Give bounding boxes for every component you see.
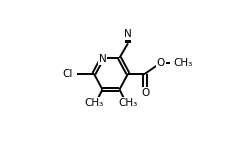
Text: CH₃: CH₃ — [84, 98, 103, 108]
Text: N: N — [124, 29, 131, 39]
Text: O: O — [140, 88, 149, 98]
Text: Cl: Cl — [63, 69, 73, 79]
Text: CH₃: CH₃ — [172, 58, 191, 68]
Text: N: N — [98, 54, 106, 64]
Text: O: O — [156, 58, 164, 68]
Text: CH₃: CH₃ — [118, 98, 137, 108]
